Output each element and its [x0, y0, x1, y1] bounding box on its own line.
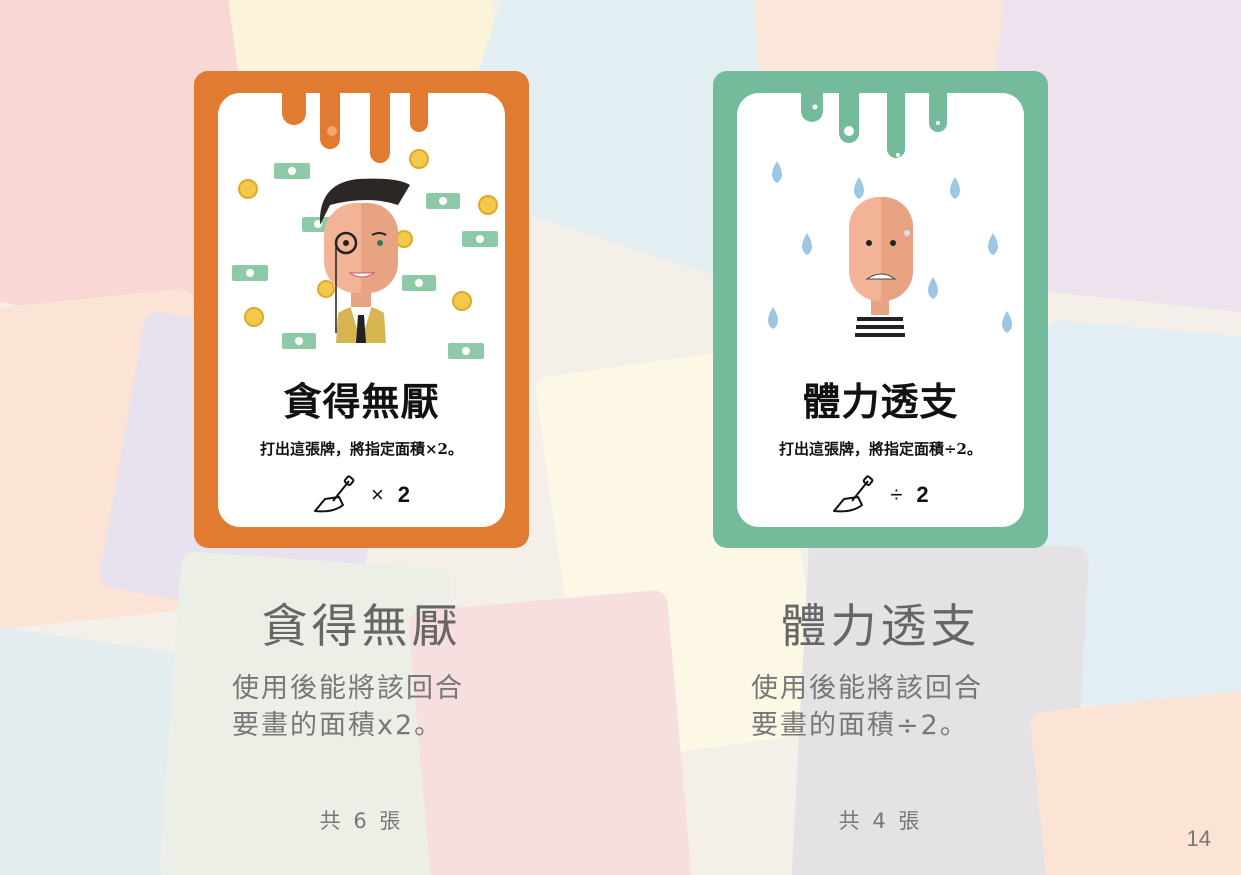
- card-title: 貪得無厭: [283, 380, 440, 424]
- effect-operator: ÷: [890, 482, 903, 507]
- shovel-icon: [313, 475, 355, 513]
- effect-value: 2: [397, 482, 411, 507]
- card-face: 貪得無厭 打出這張牌，將指定面積×2。 × 2: [218, 93, 505, 527]
- card-effect: × 2: [218, 473, 505, 517]
- effect-operator: ×: [370, 482, 384, 507]
- card-exhausted[interactable]: 體力透支 打出這張牌，將指定面積÷2。 ÷ 2: [713, 71, 1048, 548]
- card-rule-text: 使用後能將該回合 要畫的面積÷2。: [751, 670, 1051, 744]
- rule-line: 使用後能將該回合: [232, 673, 464, 704]
- card-description: 打出這張牌，將指定面積×2。: [259, 440, 463, 458]
- card-name-heading: 貪得無厭: [261, 599, 462, 653]
- card-count: 共 6 張: [319, 809, 404, 833]
- card-title: 體力透支: [802, 380, 959, 424]
- shovel-icon: [833, 475, 874, 513]
- rich-man-illustration: [232, 149, 498, 359]
- card-description: 打出這張牌，將指定面積÷2。: [778, 440, 982, 458]
- effect-value: 2: [916, 482, 929, 507]
- drip-decoration: [282, 93, 428, 163]
- tired-man-illustration: [768, 161, 1012, 343]
- card-rule-text: 使用後能將該回合 要畫的面積x2。: [232, 670, 532, 744]
- rule-line: 要畫的面積÷2。: [751, 710, 969, 741]
- drip-decoration: [801, 93, 947, 158]
- rule-line: 要畫的面積x2。: [232, 710, 444, 741]
- card-greedy[interactable]: 貪得無厭 打出這張牌，將指定面積×2。 × 2: [194, 71, 529, 548]
- card-count: 共 4 張: [838, 809, 923, 833]
- card-name-heading: 體力透支: [780, 599, 981, 653]
- card-effect: ÷ 2: [737, 473, 1024, 517]
- page-number: 14: [1186, 826, 1211, 851]
- card-face: 體力透支 打出這張牌，將指定面積÷2。 ÷ 2: [737, 93, 1024, 527]
- rule-line: 使用後能將該回合: [751, 673, 983, 704]
